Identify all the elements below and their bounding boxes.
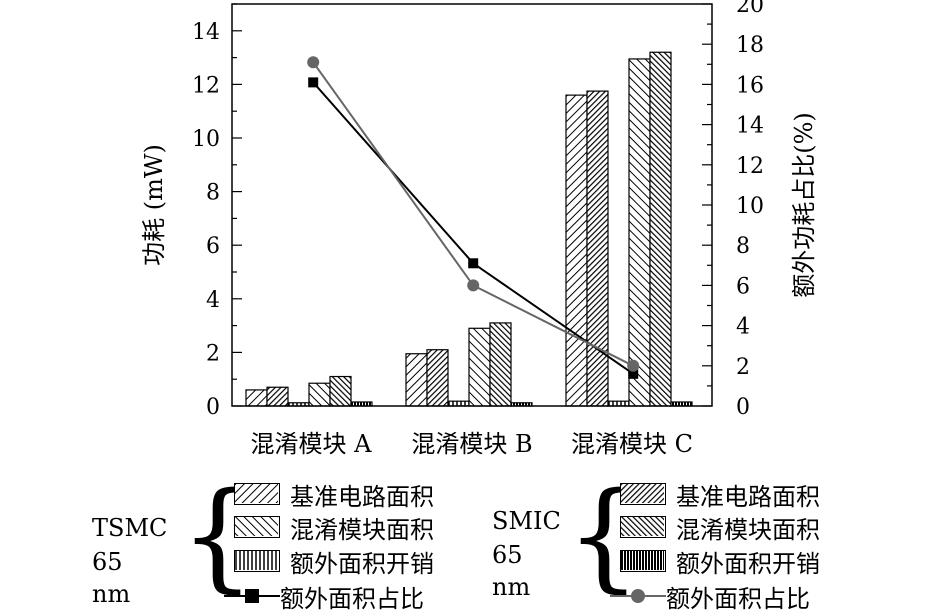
legend-smic-label-ratio: 额外面积占比	[666, 584, 810, 613]
legend-smic-item-obf: 混淆模块面积	[620, 511, 820, 544]
right-tick-label: 14	[736, 114, 764, 139]
axes: 0 2 4 6 8 10 12 14 0 2 4 6 8 10 12 14 16 18 20 混淆模块 A 混淆模块 B…	[140, 0, 818, 458]
legend-smic-item-base: 基准电路面积	[620, 478, 820, 511]
point-circle	[627, 359, 640, 372]
bar	[308, 382, 331, 407]
y-axis-label: 功耗 (mW)	[140, 144, 168, 266]
swatch-vertical	[234, 550, 280, 572]
legend-smic-item-ratio: 额外面积占比	[610, 580, 810, 613]
right-tick-label: 6	[736, 274, 750, 299]
legend-tsmc-label-ratio: 额外面积占比	[280, 584, 424, 613]
legend-tsmc-label-obf: 混淆模块面积	[290, 515, 434, 544]
bar	[649, 51, 672, 407]
left-tick-label: 14	[192, 20, 220, 45]
bar	[266, 386, 289, 407]
right-tick-label: 12	[736, 154, 764, 179]
swatch-diag-dense	[620, 483, 666, 505]
legend-tsmc-item-ratio: 额外面积占比	[224, 580, 424, 613]
legend-smic-node: 65 nm	[492, 541, 531, 601]
legend-tsmc-item-obf: 混淆模块面积	[234, 511, 434, 544]
left-tick-label: 12	[192, 73, 220, 98]
y2-axis-label: 额外功耗占比(%)	[790, 112, 818, 298]
left-tick-label: 10	[192, 127, 220, 152]
chart: 0 2 4 6 8 10 12 14 0 2 4 6 8 10 12 14 16 18 20 混淆模块 A 混淆模块 B…	[140, 0, 818, 458]
bar	[426, 349, 449, 407]
x-category-label: 混淆模块 B	[411, 430, 532, 458]
left-tick-label: 2	[206, 341, 220, 366]
legend-tsmc-name: TSMC	[92, 514, 168, 542]
swatch-diag-left-dense	[620, 516, 666, 538]
left-tick-label: 0	[206, 395, 220, 420]
point-square	[308, 77, 319, 88]
right-tick-label: 10	[736, 194, 764, 219]
legend-smic-label-obf: 混淆模块面积	[676, 515, 820, 544]
swatch-line-circle	[610, 585, 666, 607]
right-tick-label: 20	[736, 0, 764, 18]
bar	[468, 327, 491, 407]
right-tick-label: 0	[736, 395, 750, 420]
point-square	[628, 368, 639, 379]
left-tick-label: 6	[206, 234, 220, 259]
x-category-label: 混淆模块 A	[251, 430, 373, 458]
legend-smic-item-extra: 额外面积开销	[620, 545, 820, 578]
legend-tsmc-label-base: 基准电路面积	[290, 482, 434, 511]
point-circle	[467, 279, 480, 292]
legend-tsmc-label-extra: 额外面积开销	[290, 549, 434, 578]
bars	[245, 51, 693, 407]
right-tick-label: 18	[736, 33, 764, 58]
point-circle	[307, 56, 320, 69]
right-tick-label: 2	[736, 355, 750, 380]
lines	[307, 56, 640, 379]
right-tick-label: 4	[736, 315, 750, 340]
bar	[586, 90, 609, 407]
right-tick-label: 16	[736, 73, 764, 98]
bar	[565, 94, 588, 407]
legend-smic-label-base: 基准电路面积	[676, 482, 820, 511]
legend-tsmc-item-extra: 额外面积开销	[234, 545, 434, 578]
bar	[245, 389, 268, 407]
left-tick-label: 8	[206, 181, 220, 206]
bar	[628, 58, 651, 407]
right-tick-label: 8	[736, 234, 750, 259]
swatch-diag-left	[234, 516, 280, 538]
legend-tsmc-item-base: 基准电路面积	[234, 478, 434, 511]
swatch-line-square	[224, 585, 280, 607]
point-square	[468, 258, 479, 269]
legend-tsmc-node: 65 nm	[92, 548, 131, 608]
bar	[489, 322, 512, 407]
bar	[329, 375, 352, 407]
swatch-diag	[234, 483, 280, 505]
left-tick-label: 4	[206, 288, 220, 313]
bar	[405, 353, 428, 407]
legend-smic-label-extra: 额外面积开销	[676, 549, 820, 578]
swatch-vertical-dense	[620, 550, 666, 572]
x-category-label: 混淆模块 C	[571, 430, 693, 458]
legend-smic-name: SMIC	[492, 507, 561, 535]
